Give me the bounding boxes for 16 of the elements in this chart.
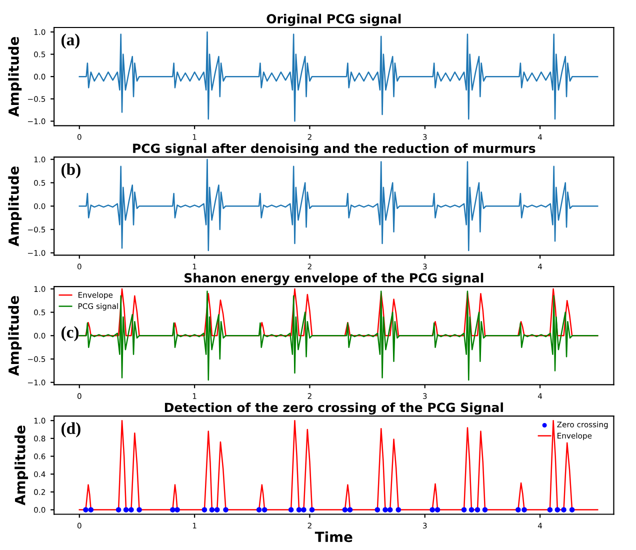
- y-axis-title: Amplitude: [8, 166, 22, 246]
- line-series: [78, 158, 598, 252]
- chart-title: Original PCG signal: [266, 14, 401, 26]
- annotation: (b): [62, 163, 80, 178]
- x-axis-title: Time: [314, 531, 352, 542]
- chart-title: PCG signal after denoising and the reduction of murmurs: [133, 143, 536, 156]
- annotation: (d): [62, 422, 80, 438]
- chart-title: Shanon energy envelope of the PCG signal: [184, 272, 484, 286]
- chart-title: Detection of the zero crossing of the PCG Signal: [164, 402, 503, 415]
- annotation: (c): [62, 326, 79, 342]
- y-axis-title: Amplitude: [8, 36, 22, 117]
- annotation: (a): [62, 34, 80, 49]
- line-series: [78, 290, 598, 381]
- y-axis-title: Amplitude: [14, 426, 28, 506]
- line-series: [78, 31, 598, 122]
- y-axis-title: Amplitude: [8, 296, 22, 376]
